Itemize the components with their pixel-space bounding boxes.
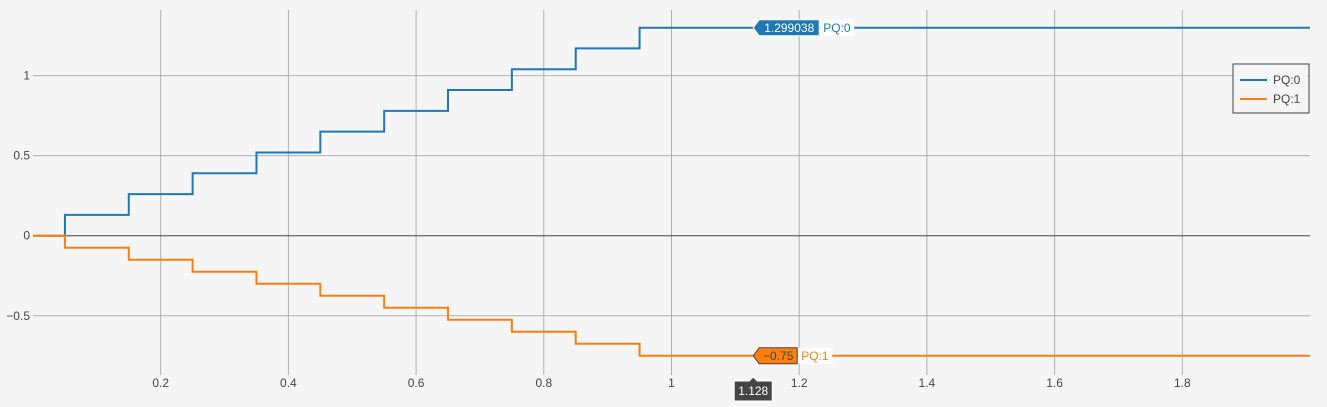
x-tick-label: 0.2 bbox=[152, 376, 169, 390]
x-gridlines bbox=[160, 10, 1183, 375]
legend: PQ:0 PQ:1 bbox=[1232, 63, 1310, 114]
legend-label-pq1[interactable]: PQ:1 bbox=[1273, 92, 1301, 106]
x-tick-label: 1.4 bbox=[919, 376, 936, 390]
x-tick-label: 0.6 bbox=[408, 376, 425, 390]
hover-layer: 1.128 1.299038 PQ:0 −0.75 PQ:1 bbox=[733, 19, 855, 402]
hover-name-pq0: PQ:0 bbox=[823, 21, 851, 35]
hover-value-box-pq0 bbox=[752, 19, 820, 37]
x-tick-label: 0.4 bbox=[280, 376, 297, 390]
hover-value-box-pq1 bbox=[752, 347, 798, 365]
series-layer bbox=[33, 26, 1310, 357]
hover-value-pq0: 1.299038 bbox=[764, 21, 814, 35]
legend-box bbox=[1232, 63, 1310, 114]
x-tick-label: 1.6 bbox=[1046, 376, 1063, 390]
x-tick-label: 0.8 bbox=[535, 376, 552, 390]
x-tick-label: 1.8 bbox=[1174, 376, 1191, 390]
hover-x-label: 1.128 bbox=[738, 384, 768, 398]
legend-label-pq0[interactable]: PQ:0 bbox=[1273, 73, 1301, 87]
hover-name-pq1: PQ:1 bbox=[801, 349, 829, 363]
y-tick-label: 0.5 bbox=[13, 149, 30, 163]
x-tick-label: 1.2 bbox=[791, 376, 808, 390]
y-tick-label: −0.5 bbox=[6, 309, 30, 323]
x-tick-labels: 0.2 0.4 0.6 0.8 1 1.2 1.4 1.6 1.8 bbox=[152, 376, 1191, 390]
hover-value-pq1: −0.75 bbox=[763, 349, 794, 363]
y-tick-label: 0 bbox=[23, 229, 30, 243]
hover-x-box bbox=[733, 376, 773, 402]
x-tick-label: 1 bbox=[668, 376, 675, 390]
y-tick-label: 1 bbox=[23, 69, 30, 83]
series-line-pq0 bbox=[33, 26, 1310, 237]
hover-name-bg-pq1 bbox=[798, 347, 833, 364]
series-line-pq1 bbox=[33, 234, 1310, 357]
y-tick-labels: 1 0.5 0 −0.5 bbox=[6, 69, 30, 323]
hover-name-bg-pq0 bbox=[820, 19, 855, 36]
y-gridlines bbox=[33, 75, 1310, 317]
